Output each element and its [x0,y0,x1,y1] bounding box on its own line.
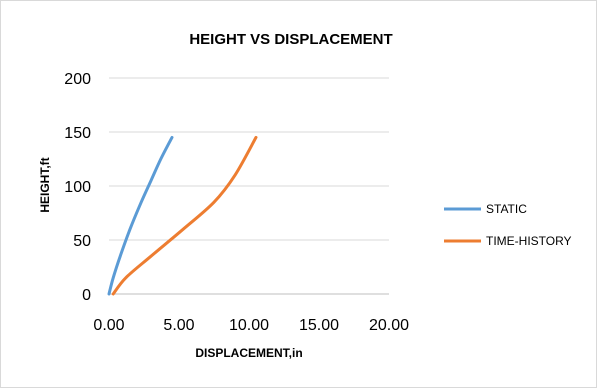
grid-layer [109,77,389,295]
x-tick-5.00: 5.00 [163,317,194,334]
x-tick-labels: 0.00 5.00 10.00 15.00 20.00 [93,317,409,334]
legend: STATIC TIME-HISTORY [444,202,572,248]
y-tick-labels: 0 50 100 150 200 [64,71,91,304]
x-tick-20.00: 20.00 [369,317,409,334]
x-tick-10.00: 10.00 [229,317,269,334]
y-tick-200: 200 [64,71,91,88]
chart-title: HEIGHT VS DISPLACEMENT [189,31,392,48]
y-tick-50: 50 [73,233,91,250]
y-axis-label: HEIGHT,ft [38,157,52,212]
legend-label-time-history: TIME-HISTORY [486,234,572,248]
series-line-time-history [111,135,258,296]
x-axis-label: DISPLACEMENT,in [195,346,302,360]
legend-label-static: STATIC [486,202,527,216]
y-tick-150: 150 [64,125,91,142]
series-layer [107,135,258,296]
x-tick-0.00: 0.00 [93,317,124,334]
series-line-static [107,135,174,296]
x-tick-15.00: 15.00 [299,317,339,334]
y-tick-0: 0 [82,287,91,304]
y-tick-100: 100 [64,179,91,196]
